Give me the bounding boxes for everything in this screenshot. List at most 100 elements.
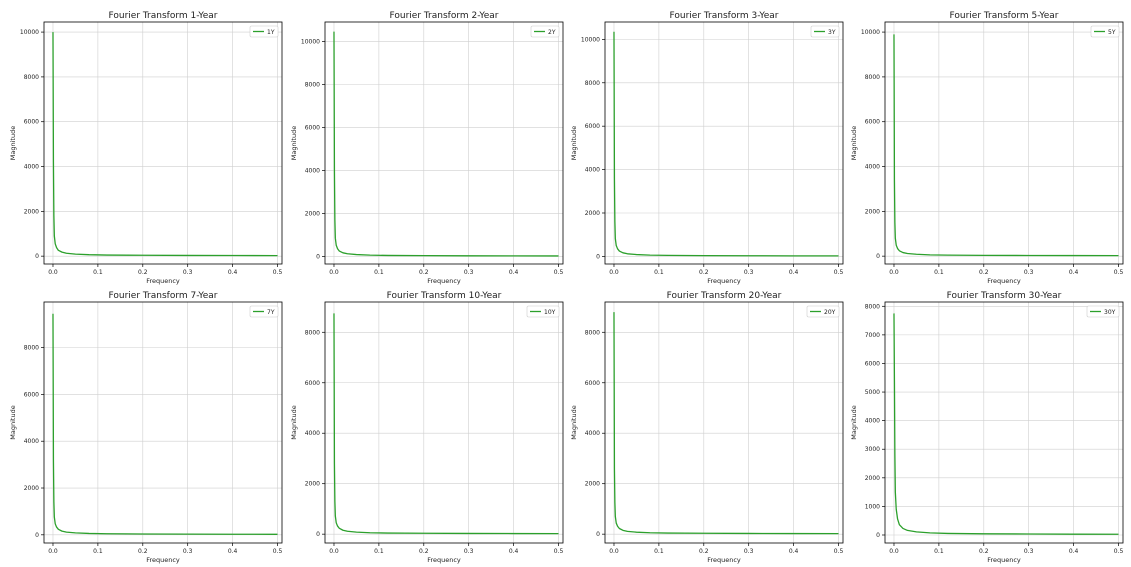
x-tick-label: 0.4 — [789, 548, 799, 555]
y-tick-label: 7000 — [865, 332, 880, 339]
x-axis-label: Frequency — [987, 556, 1021, 564]
x-tick-label: 0.2 — [979, 548, 989, 555]
y-tick-label: 1000 — [865, 503, 880, 510]
x-tick-label: 0.0 — [48, 548, 58, 555]
y-tick-label: 10000 — [20, 29, 39, 36]
x-tick-label: 0.5 — [1114, 548, 1124, 555]
series-line-20Y — [613, 312, 839, 535]
legend-box — [526, 305, 560, 318]
y-tick-label: 6000 — [585, 380, 600, 387]
y-axis-label: Magnitude — [570, 405, 578, 439]
y-tick-label: 2000 — [585, 481, 600, 488]
series-line-5Y — [893, 34, 1119, 257]
y-axis-label: Magnitude — [9, 405, 17, 439]
y-tick-label: 6000 — [585, 123, 600, 130]
y-tick-label: 0 — [876, 532, 880, 539]
x-axis-label: Frequency — [707, 277, 741, 285]
subplot-4: 0.0 0.1 0.2 0.3 0.4 0.5 0 2000 4000 6000 8000 10000… — [850, 11, 1123, 285]
x-tick-label: 0.5 — [273, 548, 283, 555]
x-axis-label: Frequency — [427, 556, 461, 564]
x-axis-label: Frequency — [427, 277, 461, 285]
series-line-30Y — [893, 313, 1119, 535]
y-tick-label: 4000 — [24, 438, 39, 445]
axes-frame — [884, 21, 1124, 265]
y-tick-label: 2000 — [305, 481, 320, 488]
x-tick-label: 0.2 — [419, 269, 429, 276]
x-tick-label: 0.4 — [509, 548, 519, 555]
y-tick-label: 6000 — [305, 124, 320, 131]
x-tick-label: 0.5 — [834, 269, 844, 276]
y-tick-label: 10000 — [861, 29, 880, 36]
x-tick-label: 0.3 — [744, 269, 754, 276]
y-tick-label: 8000 — [865, 74, 880, 81]
y-axis-label: Magnitude — [290, 126, 298, 160]
legend-label: 3Y — [828, 29, 836, 36]
y-axis-label: Magnitude — [850, 405, 858, 439]
x-tick-label: 0.0 — [889, 548, 899, 555]
series-line-3Y — [613, 31, 839, 257]
x-tick-label: 0.5 — [554, 548, 564, 555]
y-tick-label: 2000 — [24, 208, 39, 215]
y-tick-label: 0 — [596, 253, 600, 260]
y-tick-label: 2000 — [305, 210, 320, 217]
x-tick-label: 0.1 — [654, 269, 664, 276]
y-tick-label: 6000 — [865, 119, 880, 126]
y-tick-label: 0 — [876, 253, 880, 260]
y-tick-label: 2000 — [865, 475, 880, 482]
series-line-10Y — [333, 313, 559, 535]
x-tick-label: 0.3 — [464, 269, 474, 276]
chart-title: Fourier Transform 3-Year — [670, 11, 779, 21]
x-tick-label: 0.0 — [48, 269, 58, 276]
y-tick-label: 4000 — [24, 164, 39, 171]
x-tick-label: 0.0 — [329, 269, 339, 276]
series-line-7Y — [52, 313, 278, 535]
y-tick-label: 2000 — [24, 485, 39, 492]
x-tick-label: 0.5 — [273, 269, 283, 276]
chart-title: Fourier Transform 10-Year — [387, 291, 502, 301]
x-tick-label: 0.1 — [374, 548, 384, 555]
y-axis-label: Magnitude — [9, 126, 17, 160]
axes-frame — [324, 301, 564, 544]
y-tick-label: 0 — [35, 532, 39, 539]
x-tick-label: 0.4 — [1069, 548, 1079, 555]
legend-box — [1086, 305, 1120, 318]
y-axis-label: Magnitude — [850, 126, 858, 160]
y-tick-label: 8000 — [585, 80, 600, 87]
x-tick-label: 0.0 — [609, 269, 619, 276]
x-tick-label: 0.1 — [374, 269, 384, 276]
x-axis-label: Frequency — [987, 277, 1021, 285]
x-tick-label: 0.3 — [1024, 269, 1034, 276]
y-tick-label: 4000 — [305, 430, 320, 437]
y-tick-label: 8000 — [24, 74, 39, 81]
axes-frame — [43, 21, 283, 265]
x-axis-label: Frequency — [707, 556, 741, 564]
x-tick-label: 0.3 — [183, 548, 193, 555]
legend-box — [806, 305, 840, 318]
y-tick-label: 8000 — [24, 345, 39, 352]
axes-frame — [604, 21, 844, 265]
x-tick-label: 0.1 — [93, 269, 103, 276]
y-tick-label: 4000 — [585, 167, 600, 174]
x-tick-label: 0.2 — [138, 269, 148, 276]
y-tick-label: 8000 — [865, 303, 880, 310]
y-axis-label: Magnitude — [290, 405, 298, 439]
x-tick-label: 0.5 — [554, 269, 564, 276]
x-tick-label: 0.1 — [654, 548, 664, 555]
x-tick-label: 0.2 — [979, 269, 989, 276]
y-tick-label: 2000 — [865, 208, 880, 215]
chart-title: Fourier Transform 20-Year — [667, 291, 782, 301]
axes-frame — [884, 301, 1124, 544]
x-tick-label: 0.3 — [1024, 548, 1034, 555]
chart-title: Fourier Transform 7-Year — [109, 291, 218, 301]
y-tick-label: 10000 — [301, 38, 320, 45]
chart-title: Fourier Transform 5-Year — [950, 11, 1059, 21]
y-tick-label: 0 — [35, 253, 39, 260]
y-tick-label: 0 — [316, 531, 320, 538]
x-tick-label: 0.4 — [789, 269, 799, 276]
x-axis-label: Frequency — [146, 277, 180, 285]
subplot-1: 0.0 0.1 0.2 0.3 0.4 0.5 0 2000 4000 6000 8000 10000… — [9, 11, 282, 285]
y-tick-label: 3000 — [865, 446, 880, 453]
y-tick-label: 8000 — [585, 329, 600, 336]
x-tick-label: 0.2 — [419, 548, 429, 555]
axes-frame — [604, 301, 844, 544]
